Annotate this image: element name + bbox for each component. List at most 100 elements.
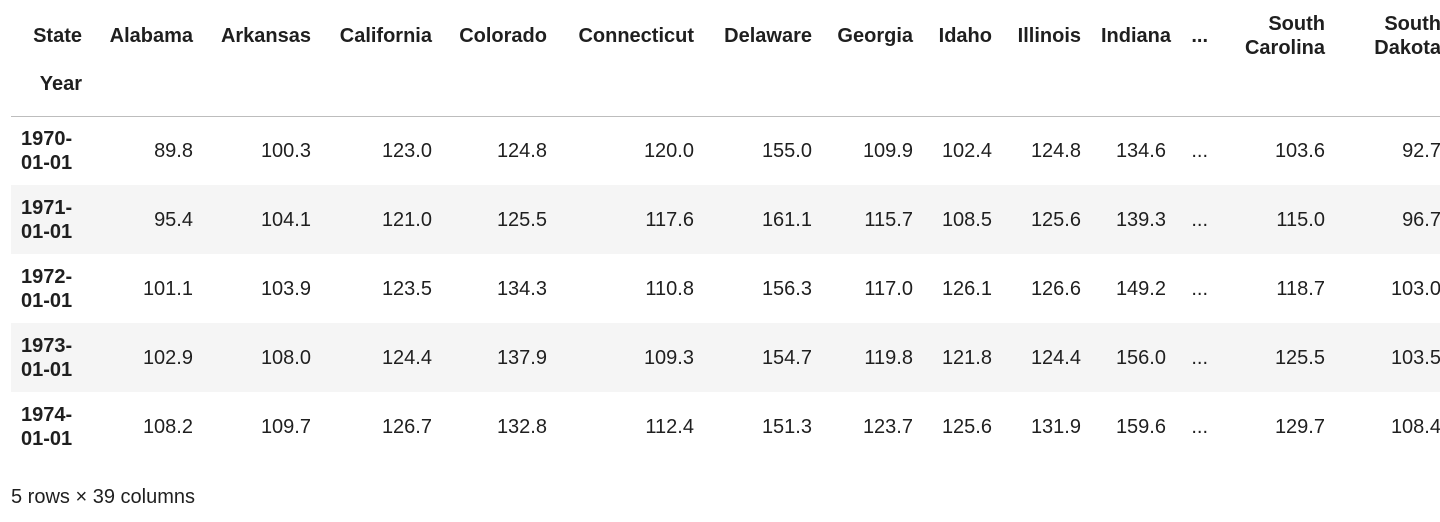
table-cell: 161.1 bbox=[761, 208, 812, 231]
row-index: 1971- 01-01 bbox=[21, 196, 73, 243]
table-cell: 102.9 bbox=[142, 346, 193, 369]
table-cell: 104.1 bbox=[260, 208, 311, 231]
table-cell: 159.6 bbox=[1115, 415, 1166, 438]
table-cell: 108.2 bbox=[142, 415, 193, 438]
column-header-spacer bbox=[1091, 72, 1176, 116]
table-cell: 149.2 bbox=[1115, 277, 1166, 300]
table-row: 1970- 01-01 89.8 100.3 123.0 124.8 120.0 155.0 1… bbox=[11, 116, 1440, 185]
table-cell: 134.6 bbox=[1115, 139, 1166, 162]
table-cell: 103.6 bbox=[1274, 139, 1325, 162]
column-header-spacer bbox=[203, 72, 321, 116]
row-index: 1974- 01-01 bbox=[21, 403, 73, 450]
table-cell: 108.0 bbox=[260, 346, 311, 369]
table-cell: 117.6 bbox=[645, 208, 694, 231]
column-header: Illinois bbox=[1017, 25, 1081, 47]
column-header: Delaware bbox=[724, 25, 812, 47]
row-index: 1973- 01-01 bbox=[21, 334, 73, 381]
table-row: 1974- 01-01 108.2 109.7 126.7 132.8 112.4 151.3… bbox=[11, 392, 1440, 461]
table-cell: 126.7 bbox=[381, 415, 432, 438]
cell-ellipsis: ... bbox=[1191, 277, 1208, 300]
column-header: Georgia bbox=[837, 25, 913, 47]
table-cell: 125.6 bbox=[941, 415, 992, 438]
column-header-spacer bbox=[92, 72, 203, 116]
table-cell: 124.8 bbox=[1030, 139, 1081, 162]
column-header: California bbox=[339, 25, 432, 47]
table-row: 1973- 01-01 102.9 108.0 124.4 137.9 109.3 154.7… bbox=[11, 323, 1440, 392]
table-cell: 109.7 bbox=[260, 415, 311, 438]
table-cell: 117.0 bbox=[864, 277, 913, 300]
table-row: 1971- 01-01 95.4 104.1 121.0 125.5 117.6 161.1 1… bbox=[11, 185, 1440, 254]
column-header-spacer bbox=[923, 72, 1002, 116]
column-header: Idaho bbox=[938, 25, 992, 47]
table-cell: 115.0 bbox=[1276, 208, 1325, 231]
column-header: Indiana bbox=[1101, 25, 1172, 47]
table-cell: 132.8 bbox=[496, 415, 547, 438]
table-cell: 101.1 bbox=[142, 277, 193, 300]
table-cell: 95.4 bbox=[154, 208, 193, 231]
cell-ellipsis: ... bbox=[1191, 139, 1208, 162]
table-cell: 115.7 bbox=[864, 208, 913, 231]
table-cell: 92.7 bbox=[1402, 139, 1440, 162]
table-cell: 120.0 bbox=[643, 139, 694, 162]
column-header-spacer bbox=[321, 72, 442, 116]
cell-ellipsis: ... bbox=[1191, 208, 1208, 231]
dataframe-shape-footer: 5 rows × 39 columns bbox=[11, 486, 195, 508]
table-cell: 108.4 bbox=[1390, 415, 1440, 438]
column-header: South Carolina bbox=[1244, 13, 1325, 59]
row-index: 1970- 01-01 bbox=[21, 127, 73, 174]
table-cell: 123.0 bbox=[381, 139, 432, 162]
table-cell: 109.3 bbox=[643, 346, 694, 369]
table-cell: 118.7 bbox=[1276, 277, 1325, 300]
table-cell: 89.8 bbox=[154, 139, 193, 162]
columns-axis-label: State bbox=[33, 25, 82, 47]
table-cell: 124.4 bbox=[381, 346, 432, 369]
table-cell: 96.7 bbox=[1402, 208, 1440, 231]
table-cell: 119.8 bbox=[864, 346, 913, 369]
table-cell: 109.9 bbox=[862, 139, 913, 162]
table-cell: 124.8 bbox=[496, 139, 547, 162]
table-cell: 102.4 bbox=[941, 139, 992, 162]
column-header-spacer bbox=[822, 72, 923, 116]
dataframe-container: State Alabama Arkansas California Colorado C… bbox=[11, 0, 1440, 461]
table-cell: 112.4 bbox=[645, 415, 694, 438]
column-header: Arkansas bbox=[220, 25, 311, 47]
table-header: State Alabama Arkansas California Colorado C… bbox=[11, 0, 1440, 116]
table-cell: 108.5 bbox=[941, 208, 992, 231]
table-row: 1972- 01-01 101.1 103.9 123.5 134.3 110.8 156.3… bbox=[11, 254, 1440, 323]
table-cell: 156.0 bbox=[1115, 346, 1166, 369]
table-cell: 123.5 bbox=[381, 277, 432, 300]
table-cell: 125.5 bbox=[1274, 346, 1325, 369]
table-cell: 103.5 bbox=[1390, 346, 1440, 369]
table-cell: 129.7 bbox=[1274, 415, 1325, 438]
table-cell: 103.9 bbox=[260, 277, 311, 300]
cell-ellipsis: ... bbox=[1191, 415, 1208, 438]
table-cell: 155.0 bbox=[761, 139, 812, 162]
table-cell: 134.3 bbox=[496, 277, 547, 300]
table-cell: 156.3 bbox=[761, 277, 812, 300]
table-cell: 121.8 bbox=[941, 346, 992, 369]
column-header-spacer bbox=[704, 72, 822, 116]
table-cell: 154.7 bbox=[761, 346, 812, 369]
table-cell: 126.1 bbox=[941, 277, 992, 300]
table-cell: 131.9 bbox=[1030, 415, 1081, 438]
column-header-spacer bbox=[557, 72, 704, 116]
column-header: Alabama bbox=[109, 25, 193, 47]
column-header: Colorado bbox=[459, 25, 547, 47]
column-header: Connecticut bbox=[578, 25, 694, 47]
table-cell: 139.3 bbox=[1115, 208, 1166, 231]
index-axis-label: Year bbox=[39, 73, 82, 95]
table-cell: 121.0 bbox=[381, 208, 432, 231]
table-cell: 123.7 bbox=[862, 415, 913, 438]
column-ellipsis: ... bbox=[1191, 25, 1208, 47]
column-header-spacer bbox=[1002, 72, 1091, 116]
column-header-spacer bbox=[1335, 72, 1440, 116]
table-cell: 125.6 bbox=[1030, 208, 1081, 231]
table-cell: 126.6 bbox=[1030, 277, 1081, 300]
table-cell: 103.0 bbox=[1390, 277, 1440, 300]
cell-ellipsis: ... bbox=[1191, 346, 1208, 369]
table-cell: 125.5 bbox=[496, 208, 547, 231]
table-cell: 100.3 bbox=[260, 139, 311, 162]
row-index: 1972- 01-01 bbox=[21, 265, 73, 312]
table-body: 1970- 01-01 89.8 100.3 123.0 124.8 120.0 155.0 1… bbox=[11, 116, 1440, 461]
column-header-spacer bbox=[1218, 72, 1335, 116]
